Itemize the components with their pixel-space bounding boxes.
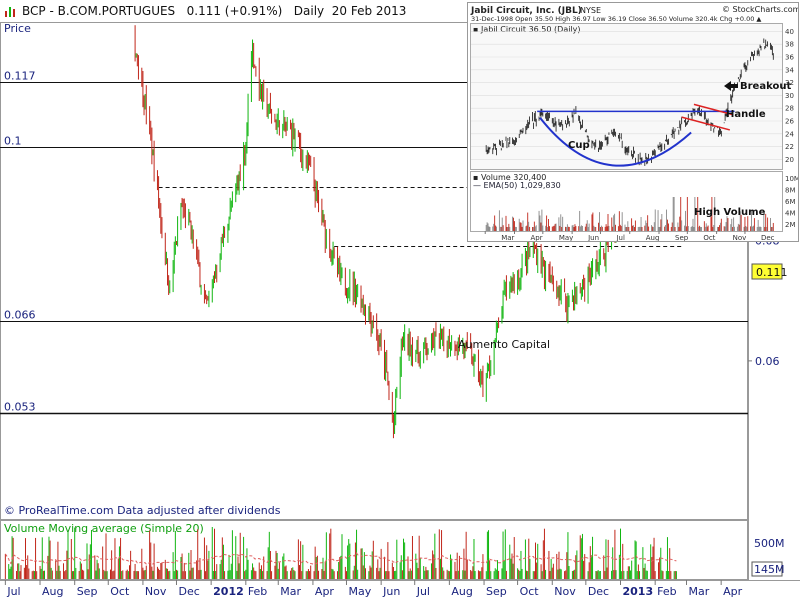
time-tick-21: Apr [723,585,743,598]
inset-price-tick-1: 38 [785,41,794,49]
inset-time-tick-8: Nov [733,234,747,241]
time-tick-14: Sep [486,585,507,598]
time-tick-17: Dec [588,585,609,598]
inset-time-tick-3: Jun [587,234,599,241]
inset-ema-legend: — EMA(50) 1,029,830 [473,181,561,190]
inset-volume-panel [470,171,783,232]
time-tick-5: Dec [178,585,199,598]
inset-price-tick-3: 34 [785,66,794,74]
inset-time-tick-0: Mar [501,234,514,241]
inset-time-ticks: Mar Apr May Jun Jul Aug Sep Oct Nov Dec [484,231,775,241]
inset-grid [471,31,782,160]
time-tick-8: Mar [280,585,301,598]
time-tick-18: 2013 [622,585,653,598]
inset-volume-ticks: 10M 8M 6M 4M 2M [785,175,798,229]
inset-time-tick-5: Aug [646,234,660,241]
inset-time-tick-4: Jul [615,234,625,241]
time-tick-20: Mar [688,585,709,598]
time-tick-0: Jul [6,585,20,598]
inset-volume-tick-2: 6M [785,198,796,206]
handle-upper-line [693,103,733,116]
price-label: Price [4,22,31,35]
time-tick-13: Aug [451,585,472,598]
inset-volume-tick-4: 2M [785,221,796,229]
last-price-marker: 0.111 [751,263,788,280]
inset-price-tick-4: 32 [785,79,794,87]
time-tick-15: Oct [520,585,540,598]
time-axis-ticks: Jul Aug Sep Oct Nov Dec 2012 Feb Mar Apr May Jun Jul… [4,580,743,598]
volume-last-value: 145M [754,563,785,576]
time-tick-11: Jun [382,585,400,598]
breakout-annotation: Breakout [740,81,791,92]
inset-chart-jabil: Jabil Circuit, Inc. (JBL) NYSE © StockCh… [467,2,799,242]
inset-price-tick-0: 40 [785,28,794,36]
breakout-arrow-icon [724,81,738,91]
inset-time-tick-9: Dec [761,234,775,241]
inset-volume-tick-1: 8M [785,187,796,195]
inset-time-tick-2: May [559,234,573,241]
chart-title: BCP - B.COM.PORTUGUES 0.111 (+0.91%) Dai… [22,4,407,18]
time-tick-2: Sep [77,585,98,598]
volume-last-marker: 145M [751,561,785,577]
inset-volume-tick-3: 4M [785,210,796,218]
time-tick-7: Feb [248,585,267,598]
inset-price-ticks: 40 38 36 34 32 30 28 26 24 22 20 [785,28,794,164]
time-tick-16: Nov [554,585,576,598]
inset-price-tick-8: 24 [785,130,794,138]
level-label-1: 0.1 [4,135,22,148]
inset-time-tick-7: Oct [703,234,715,241]
level-label-0: 0.117 [4,70,36,83]
inset-price-tick-6: 28 [785,105,794,113]
time-tick-3: Oct [110,585,130,598]
time-tick-1: Aug [42,585,63,598]
time-tick-19: Feb [657,585,676,598]
inset-header-line: 31-Dec-1998 Open 35.50 High 36.97 Low 36… [471,15,761,23]
time-tick-4: Nov [145,585,167,598]
cup-annotation: Cup [568,140,590,151]
price-tick-3: 0.06 [755,355,780,368]
inset-time-tick-6: Sep [675,234,689,241]
inset-source: © StockCharts.com [722,5,798,14]
chart-icon [5,7,15,17]
inset-volume-legend: ▪ Volume 320,400 [473,173,546,182]
inset-exchange: NYSE [580,6,601,15]
time-axis [0,580,800,600]
inset-volume-bars [485,197,774,231]
inset-price-tick-7: 26 [785,118,794,126]
inset-time-tick-1: Apr [531,234,543,241]
volume-bars [4,526,677,579]
level-label-2: 0.066 [4,309,36,322]
time-tick-10: May [348,585,371,598]
aumento-capital-annotation: Aumento Capital [458,338,550,351]
cup-curve [539,117,692,167]
time-tick-12: Jul [416,585,430,598]
volume-moving-average [4,551,677,565]
inset-legend: ▪ Jabil Circuit 36.50 (Daily) [473,25,581,34]
inset-price-tick-5: 30 [785,92,794,100]
level-label-3: 0.053 [4,401,36,414]
handle-annotation: Handle [726,109,766,120]
inset-price-tick-10: 20 [785,156,794,164]
inset-title: Jabil Circuit, Inc. (JBL) [470,6,582,16]
inset-price-bars [485,38,774,166]
inset-volume-tick-0: 10M [785,175,798,183]
inset-price-tick-2: 36 [785,54,794,62]
inset-price-panel [470,23,783,170]
time-tick-6: 2012 [213,585,244,598]
inset-price-tick-9: 22 [785,143,794,151]
candlesticks [134,25,677,439]
handle-lower-line [681,116,731,131]
last-price-value: 0.111 [756,266,788,279]
data-credit: © ProRealTime.com Data adjusted after di… [4,504,281,517]
volume-title: Volume Moving average (Simple 20) [4,522,204,535]
time-tick-9: Apr [315,585,335,598]
volume-tick-500m: 500M [754,537,785,550]
high-volume-annotation: High Volume [694,207,766,218]
